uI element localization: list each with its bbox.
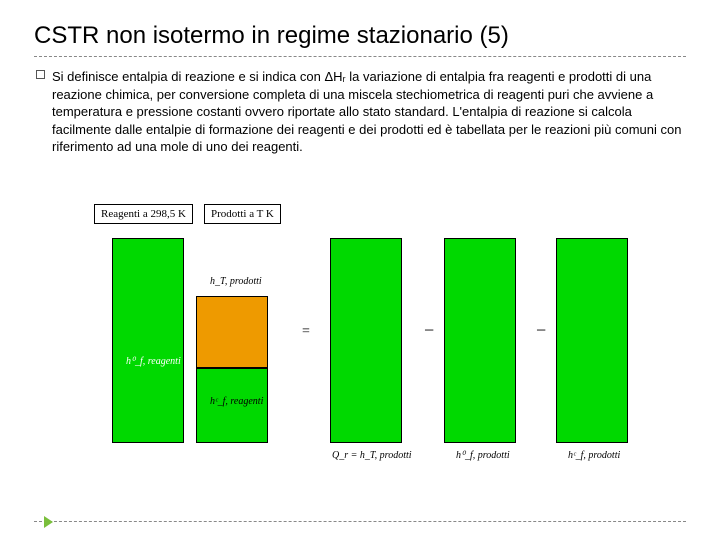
footer-line	[34, 521, 686, 522]
label-bottom-hCp: hᶜ_f, prodotti	[568, 450, 620, 461]
label-bottom-eq: Q_r = h_T, prodotti	[332, 450, 412, 461]
diagram: Reagenti a 298,5 K Prodotti a T K h_T, p…	[88, 200, 678, 462]
header-prodotti: Prodotti a T K	[204, 204, 281, 224]
bar-1	[112, 238, 184, 443]
bar-2a	[196, 296, 268, 368]
paragraph: Si definisce entalpia di reazione e si i…	[52, 68, 682, 156]
label-bottom-h0p: h⁰_f, prodotti	[456, 450, 510, 461]
header-reagenti: Reagenti a 298,5 K	[94, 204, 193, 224]
title-underline	[34, 56, 686, 57]
bar-4	[444, 238, 516, 443]
equals-sign: =	[302, 324, 310, 340]
bar-3	[330, 238, 402, 443]
minus-2: −	[536, 320, 546, 341]
minus-1: −	[424, 320, 434, 341]
bullet-icon	[36, 70, 45, 79]
bar-5	[556, 238, 628, 443]
label-h0f-reagenti: h⁰_f, reagenti	[126, 356, 181, 367]
label-hCf-reagenti: hᶜ_f, reagenti	[210, 396, 263, 407]
page-title: CSTR non isotermo in regime stazionario …	[34, 22, 509, 50]
label-hT-prodotti: h_T, prodotti	[210, 276, 262, 287]
footer-arrow-icon	[44, 516, 53, 528]
